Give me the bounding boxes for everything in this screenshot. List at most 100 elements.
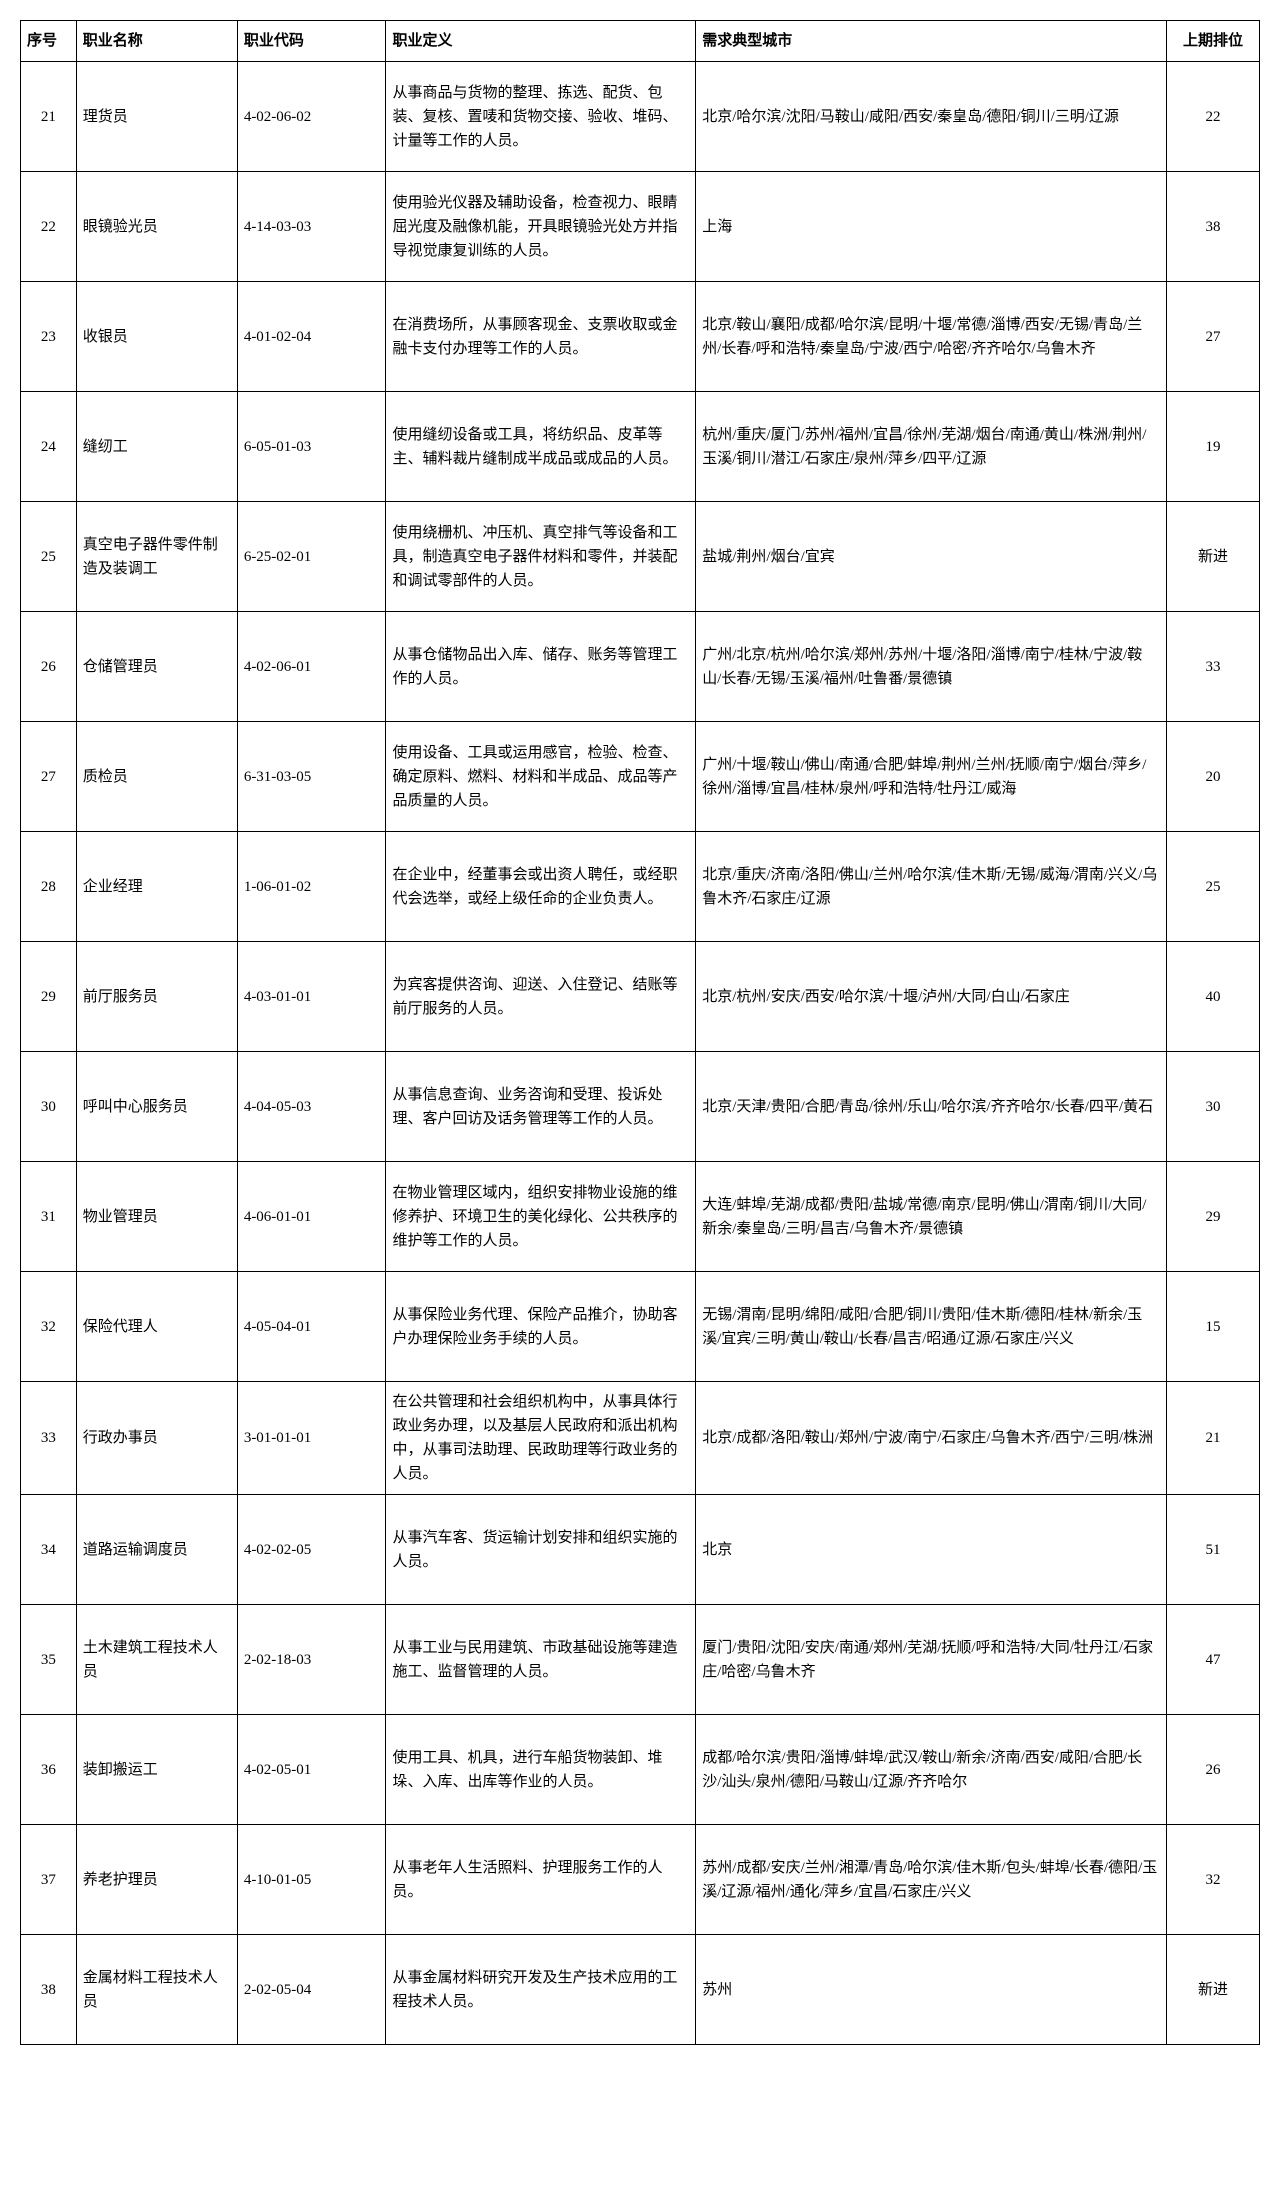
cell-rank: 32 <box>1167 1825 1260 1935</box>
cell-rank: 19 <box>1167 392 1260 502</box>
cell-def: 从事金属材料研究开发及生产技术应用的工程技术人员。 <box>386 1935 696 2045</box>
cell-city: 北京/鞍山/襄阳/成都/哈尔滨/昆明/十堰/常德/淄博/西安/无锡/青岛/兰州/… <box>696 282 1167 392</box>
cell-index: 21 <box>21 62 77 172</box>
cell-def: 在企业中，经董事会或出资人聘任，或经职代会选举，或经上级任命的企业负责人。 <box>386 832 696 942</box>
cell-def: 使用缝纫设备或工具，将纺织品、皮革等主、辅料裁片缝制成半成品或成品的人员。 <box>386 392 696 502</box>
col-header-name: 职业名称 <box>76 21 237 62</box>
cell-city: 无锡/渭南/昆明/绵阳/咸阳/合肥/铜川/贵阳/佳木斯/德阳/桂林/新余/玉溪/… <box>696 1272 1167 1382</box>
cell-name: 土木建筑工程技术人员 <box>76 1605 237 1715</box>
cell-name: 仓储管理员 <box>76 612 237 722</box>
cell-city: 广州/北京/杭州/哈尔滨/郑州/苏州/十堰/洛阳/淄博/南宁/桂林/宁波/鞍山/… <box>696 612 1167 722</box>
cell-def: 从事信息查询、业务咨询和受理、投诉处理、客户回访及话务管理等工作的人员。 <box>386 1052 696 1162</box>
table-row: 21理货员4-02-06-02从事商品与货物的整理、拣选、配货、包装、复核、置唛… <box>21 62 1260 172</box>
table-row: 31物业管理员4-06-01-01在物业管理区域内，组织安排物业设施的维修养护、… <box>21 1162 1260 1272</box>
table-row: 32保险代理人4-05-04-01从事保险业务代理、保险产品推介，协助客户办理保… <box>21 1272 1260 1382</box>
cell-index: 33 <box>21 1382 77 1495</box>
cell-index: 23 <box>21 282 77 392</box>
cell-name: 道路运输调度员 <box>76 1495 237 1605</box>
cell-def: 使用验光仪器及辅助设备，检查视力、眼睛屈光度及融像机能，开具眼镜验光处方并指导视… <box>386 172 696 282</box>
cell-city: 成都/哈尔滨/贵阳/淄博/蚌埠/武汉/鞍山/新余/济南/西安/咸阳/合肥/长沙/… <box>696 1715 1167 1825</box>
cell-code: 4-05-04-01 <box>237 1272 386 1382</box>
cell-code: 2-02-05-04 <box>237 1935 386 2045</box>
cell-rank: 51 <box>1167 1495 1260 1605</box>
col-header-def: 职业定义 <box>386 21 696 62</box>
cell-def: 使用设备、工具或运用感官，检验、检查、确定原料、燃料、材料和半成品、成品等产品质… <box>386 722 696 832</box>
table-row: 26仓储管理员4-02-06-01从事仓储物品出入库、储存、账务等管理工作的人员… <box>21 612 1260 722</box>
cell-def: 从事工业与民用建筑、市政基础设施等建造施工、监督管理的人员。 <box>386 1605 696 1715</box>
cell-code: 4-10-01-05 <box>237 1825 386 1935</box>
cell-city: 广州/十堰/鞍山/佛山/南通/合肥/蚌埠/荆州/兰州/抚顺/南宁/烟台/萍乡/徐… <box>696 722 1167 832</box>
table-row: 29前厅服务员4-03-01-01为宾客提供咨询、迎送、入住登记、结账等前厅服务… <box>21 942 1260 1052</box>
cell-code: 4-02-06-01 <box>237 612 386 722</box>
cell-code: 4-02-02-05 <box>237 1495 386 1605</box>
cell-city: 北京/杭州/安庆/西安/哈尔滨/十堰/泸州/大同/白山/石家庄 <box>696 942 1167 1052</box>
cell-def: 在公共管理和社会组织机构中，从事具体行政业务办理，以及基层人民政府和派出机构中，… <box>386 1382 696 1495</box>
cell-index: 34 <box>21 1495 77 1605</box>
cell-code: 6-05-01-03 <box>237 392 386 502</box>
cell-code: 2-02-18-03 <box>237 1605 386 1715</box>
cell-name: 质检员 <box>76 722 237 832</box>
table-row: 23收银员4-01-02-04在消费场所，从事顾客现金、支票收取或金融卡支付办理… <box>21 282 1260 392</box>
cell-city: 北京/哈尔滨/沈阳/马鞍山/咸阳/西安/秦皇岛/德阳/铜川/三明/辽源 <box>696 62 1167 172</box>
table-header-row: 序号 职业名称 职业代码 职业定义 需求典型城市 上期排位 <box>21 21 1260 62</box>
cell-index: 29 <box>21 942 77 1052</box>
cell-def: 使用工具、机具，进行车船货物装卸、堆垛、入库、出库等作业的人员。 <box>386 1715 696 1825</box>
cell-rank: 20 <box>1167 722 1260 832</box>
cell-code: 4-03-01-01 <box>237 942 386 1052</box>
cell-city: 苏州/成都/安庆/兰州/湘潭/青岛/哈尔滨/佳木斯/包头/蚌埠/长春/德阳/玉溪… <box>696 1825 1167 1935</box>
cell-rank: 38 <box>1167 172 1260 282</box>
cell-city: 北京 <box>696 1495 1167 1605</box>
cell-name: 前厅服务员 <box>76 942 237 1052</box>
cell-index: 26 <box>21 612 77 722</box>
cell-city: 盐城/荆州/烟台/宜宾 <box>696 502 1167 612</box>
cell-name: 理货员 <box>76 62 237 172</box>
cell-rank: 22 <box>1167 62 1260 172</box>
cell-def: 从事商品与货物的整理、拣选、配货、包装、复核、置唛和货物交接、验收、堆码、计量等… <box>386 62 696 172</box>
table-row: 33行政办事员3-01-01-01在公共管理和社会组织机构中，从事具体行政业务办… <box>21 1382 1260 1495</box>
cell-rank: 40 <box>1167 942 1260 1052</box>
cell-city: 苏州 <box>696 1935 1167 2045</box>
cell-rank: 新进 <box>1167 502 1260 612</box>
cell-index: 27 <box>21 722 77 832</box>
cell-def: 从事保险业务代理、保险产品推介，协助客户办理保险业务手续的人员。 <box>386 1272 696 1382</box>
cell-code: 4-01-02-04 <box>237 282 386 392</box>
cell-index: 32 <box>21 1272 77 1382</box>
cell-index: 30 <box>21 1052 77 1162</box>
table-row: 25真空电子器件零件制造及装调工6-25-02-01使用绕栅机、冲压机、真空排气… <box>21 502 1260 612</box>
cell-rank: 29 <box>1167 1162 1260 1272</box>
cell-index: 36 <box>21 1715 77 1825</box>
cell-code: 6-31-03-05 <box>237 722 386 832</box>
cell-rank: 15 <box>1167 1272 1260 1382</box>
table-row: 24缝纫工6-05-01-03使用缝纫设备或工具，将纺织品、皮革等主、辅料裁片缝… <box>21 392 1260 502</box>
col-header-code: 职业代码 <box>237 21 386 62</box>
cell-city: 大连/蚌埠/芜湖/成都/贵阳/盐城/常德/南京/昆明/佛山/渭南/铜川/大同/新… <box>696 1162 1167 1272</box>
cell-index: 35 <box>21 1605 77 1715</box>
table-row: 37养老护理员4-10-01-05从事老年人生活照料、护理服务工作的人员。苏州/… <box>21 1825 1260 1935</box>
cell-rank: 新进 <box>1167 1935 1260 2045</box>
cell-def: 从事仓储物品出入库、储存、账务等管理工作的人员。 <box>386 612 696 722</box>
table-row: 36装卸搬运工4-02-05-01使用工具、机具，进行车船货物装卸、堆垛、入库、… <box>21 1715 1260 1825</box>
cell-name: 装卸搬运工 <box>76 1715 237 1825</box>
cell-def: 为宾客提供咨询、迎送、入住登记、结账等前厅服务的人员。 <box>386 942 696 1052</box>
table-row: 22眼镜验光员4-14-03-03使用验光仪器及辅助设备，检查视力、眼睛屈光度及… <box>21 172 1260 282</box>
table-row: 38金属材料工程技术人员2-02-05-04从事金属材料研究开发及生产技术应用的… <box>21 1935 1260 2045</box>
cell-code: 4-02-05-01 <box>237 1715 386 1825</box>
col-header-rank: 上期排位 <box>1167 21 1260 62</box>
cell-def: 在消费场所，从事顾客现金、支票收取或金融卡支付办理等工作的人员。 <box>386 282 696 392</box>
cell-name: 行政办事员 <box>76 1382 237 1495</box>
cell-index: 25 <box>21 502 77 612</box>
cell-rank: 33 <box>1167 612 1260 722</box>
cell-name: 缝纫工 <box>76 392 237 502</box>
cell-index: 24 <box>21 392 77 502</box>
cell-code: 1-06-01-02 <box>237 832 386 942</box>
cell-city: 北京/成都/洛阳/鞍山/郑州/宁波/南宁/石家庄/乌鲁木齐/西宁/三明/株洲 <box>696 1382 1167 1495</box>
cell-city: 厦门/贵阳/沈阳/安庆/南通/郑州/芜湖/抚顺/呼和浩特/大同/牡丹江/石家庄/… <box>696 1605 1167 1715</box>
cell-name: 收银员 <box>76 282 237 392</box>
cell-def: 使用绕栅机、冲压机、真空排气等设备和工具，制造真空电子器件材料和零件，并装配和调… <box>386 502 696 612</box>
cell-index: 28 <box>21 832 77 942</box>
cell-name: 养老护理员 <box>76 1825 237 1935</box>
cell-code: 4-02-06-02 <box>237 62 386 172</box>
cell-rank: 25 <box>1167 832 1260 942</box>
cell-name: 物业管理员 <box>76 1162 237 1272</box>
occupation-table: 序号 职业名称 职业代码 职业定义 需求典型城市 上期排位 21理货员4-02-… <box>20 20 1260 2045</box>
